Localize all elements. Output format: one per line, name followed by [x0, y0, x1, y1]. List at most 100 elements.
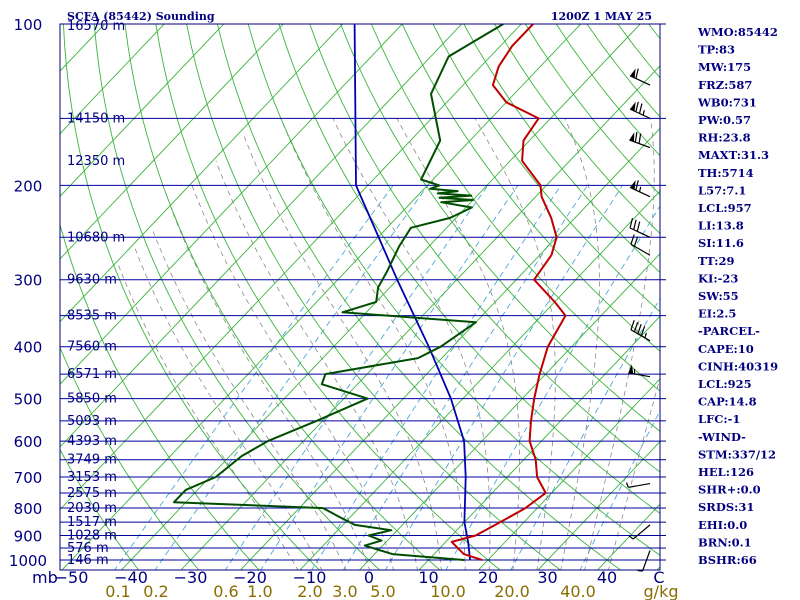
stability-indices: WMO:85442 TP:83 MW:175 FRZ:587 WB0:731 PW:0.5…: [697, 25, 778, 567]
mixing-ratio-label: 3.0: [332, 582, 357, 600]
height-label: 9630 m: [67, 273, 117, 288]
dry-adiabat-line: [60, 346, 200, 570]
index-line: EI:2.5: [698, 307, 736, 321]
mixing-ratio-label: 5.0: [370, 582, 395, 600]
mixing-ratio-label: 0.1: [105, 582, 130, 600]
pressure-label: 800: [14, 500, 43, 518]
mixing-ratio-line: [114, 185, 394, 570]
isotherm-line: [180, 65, 660, 570]
height-label: 1028 m: [67, 528, 117, 543]
index-line: HEL:126: [698, 465, 754, 479]
index-line: CAP:14.8: [698, 395, 757, 409]
wind-barb: [625, 482, 651, 488]
index-line: LCL:957: [698, 201, 752, 215]
index-line: -WIND-: [698, 430, 746, 444]
moist-adiabat-line: [215, 160, 418, 570]
height-label: 4393 m: [67, 434, 117, 449]
wind-barb: [629, 132, 651, 149]
height-label: 3153 m: [67, 470, 117, 485]
wind-barb: [628, 364, 651, 378]
temperature-tick-label: −10: [293, 568, 327, 587]
mixing-ratio-unit-label: g/kg: [644, 582, 679, 600]
height-label: 5093 m: [67, 414, 117, 429]
isobars: [60, 24, 660, 561]
temperature-tick-label: −40: [114, 568, 148, 587]
plot-frame: [59, 23, 661, 571]
pressure-label: 200: [14, 177, 43, 195]
isotherm-line: [299, 190, 660, 570]
mixing-ratio-lines: [114, 185, 660, 570]
mixing-ratio-label: 20.0: [494, 582, 530, 600]
height-label: 146 m: [67, 553, 109, 568]
temperature-tick-label: −20: [233, 568, 267, 587]
moist-adiabat-line: [151, 227, 347, 570]
height-label: 576 m: [67, 541, 109, 556]
pressure-label: 700: [14, 469, 43, 487]
moist-adiabat-line: [191, 185, 394, 570]
isotherm-line: [537, 440, 660, 570]
pressure-label: 1000: [9, 552, 47, 570]
index-line: -PARCEL-: [698, 324, 760, 338]
height-label: 7560 m: [67, 340, 117, 355]
mixing-ratio-line: [311, 185, 562, 570]
isotherm-line: [418, 315, 660, 570]
isotherm-line: [477, 378, 660, 570]
index-line: FRZ:587: [698, 78, 752, 92]
pressure-label: 100: [14, 16, 43, 34]
index-line: SW:55: [698, 289, 739, 303]
index-line: TT:29: [698, 254, 735, 268]
temperature-tick-label: 10: [418, 568, 438, 587]
height-label: 8535 m: [67, 309, 117, 324]
temperature-trace: [450, 24, 567, 561]
index-line: TP:83: [698, 43, 735, 57]
height-label: 14150 m: [67, 111, 125, 126]
pressure-label: 600: [14, 433, 43, 451]
index-line: MW:175: [698, 60, 751, 74]
isotherm-line: [60, 24, 284, 260]
wind-barb: [630, 234, 651, 256]
moist-adiabat-line: [133, 246, 323, 570]
height-labels: 16570 m 14150 m 12350 m 10680 m 9630 m 8535 m…: [67, 19, 125, 568]
wind-barb: [637, 550, 651, 572]
height-label: 1517 m: [67, 515, 117, 530]
moist-adiabat-line: [170, 207, 371, 570]
pressure-label: 500: [14, 391, 43, 409]
index-line: MAXT:31.3: [698, 148, 769, 162]
pressure-label: 900: [14, 527, 43, 545]
temperature-tick-label: −50: [55, 568, 89, 587]
index-line: CAPE:10: [698, 342, 754, 356]
mixing-ratio-label: 10.0: [430, 582, 466, 600]
height-label: 5850 m: [67, 392, 117, 407]
wind-barb: [628, 524, 651, 540]
temperature-labels: mb−50 −40 −30 −20 −10 0 10 20 30 40 C: [32, 568, 665, 587]
wind-barb: [629, 101, 651, 119]
height-label: 2030 m: [67, 501, 117, 516]
valid-time: 1200Z 1 MAY 25: [551, 10, 652, 23]
wind-barb: [629, 68, 651, 86]
mixing-ratio-line: [260, 185, 519, 570]
isotherm-line: [61, 24, 582, 570]
sounding-profiles: [173, 24, 567, 561]
index-line: L57:7.1: [698, 183, 746, 197]
pressure-label: 400: [14, 339, 43, 357]
isotherms: [60, 24, 660, 570]
index-line: BRN:0.1: [698, 535, 752, 549]
moist-adiabat-line: [117, 263, 299, 570]
isotherm-line: [358, 253, 660, 570]
mixing-ratio-line: [154, 185, 429, 570]
mixing-ratio-line: [445, 205, 660, 570]
dewpoint-trace: [173, 24, 504, 561]
index-line: KI:-23: [698, 271, 738, 285]
mixing-ratio-label: 0.2: [143, 582, 168, 600]
mixing-ratio-labels: 0.1 0.2 0.6 1.0 2.0 3.0 5.0 10.0 20.0 40.0 g/kg: [105, 582, 678, 600]
temperature-tick-label: 30: [537, 568, 557, 587]
isotherm-line: [60, 24, 344, 323]
wind-barb: [630, 319, 651, 342]
height-label: 6571 m: [67, 367, 117, 382]
wind-axis-ticks: [660, 23, 666, 561]
height-label: 12350 m: [67, 154, 125, 169]
mixing-ratio-label: 0.6: [213, 582, 238, 600]
mixing-ratio-line: [384, 185, 623, 570]
index-line: LI:13.8: [698, 219, 744, 233]
